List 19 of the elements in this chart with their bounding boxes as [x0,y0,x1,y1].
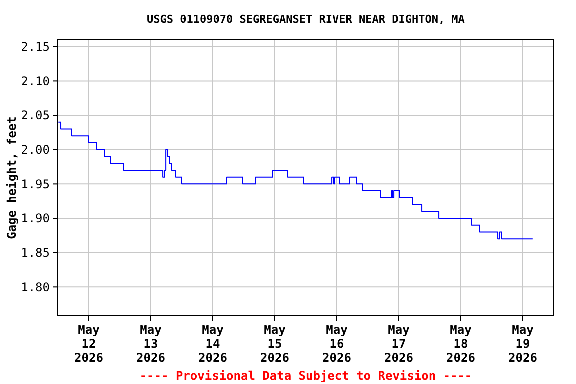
x-tick-label: May 18 2026 [446,323,476,365]
x-tick-label: May 19 2026 [508,323,538,365]
x-tick-label: May 15 2026 [260,323,290,365]
x-tick-label: May 16 2026 [322,323,352,365]
chart-title: USGS 01109070 SEGREGANSET RIVER NEAR DIGHTON, MA [147,13,466,26]
y-tick-label: 2.15 [21,40,50,54]
y-tick-label: 1.85 [21,246,50,260]
y-tick-label: 2.00 [21,143,50,158]
text: ---- Provisional Data Subject to Revision ---- [140,369,472,383]
x-tick-label: May 17 2026 [384,323,414,365]
y-tick-label: 1.80 [21,280,50,294]
y-tick-label: 2.10 [21,74,50,88]
y-axis-title: Gage height, feet [5,116,19,240]
y-tick-label: 1.95 [21,177,50,192]
x-tick-label: May 14 2026 [198,323,228,365]
y-tick-label: 2.05 [21,108,50,123]
x-tick-label: May 13 2026 [136,323,166,365]
y-tick-label: 1.90 [21,212,50,226]
x-tick-label: May 12 2026 [74,323,104,365]
